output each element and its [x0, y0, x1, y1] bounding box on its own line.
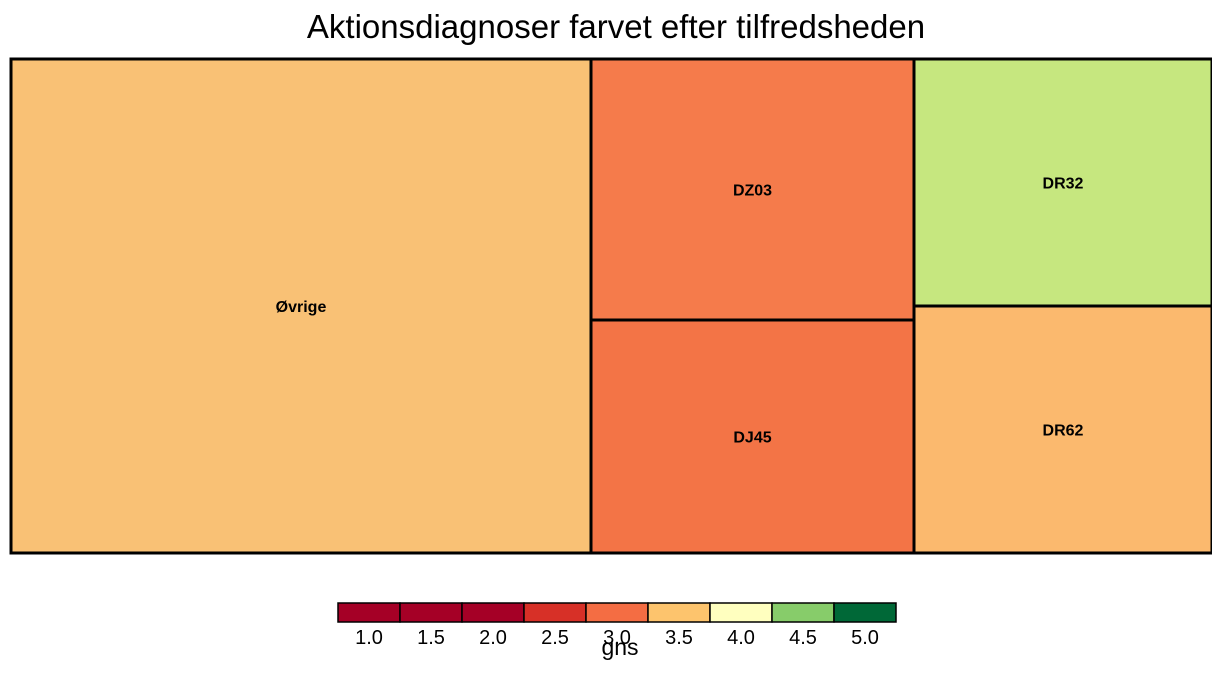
legend-swatch — [709, 602, 773, 623]
legend-swatch — [833, 602, 897, 623]
legend-swatch — [647, 602, 711, 623]
legend-swatch — [337, 602, 401, 623]
tile-dz03 — [589, 57, 916, 322]
legend-tick-label: 3.0 — [603, 627, 631, 649]
legend-tick-label: 4.5 — [789, 627, 817, 649]
legend-swatch — [523, 602, 587, 623]
legend-tick-label: 2.5 — [541, 627, 569, 649]
legend-tick-label: 5.0 — [851, 627, 879, 649]
legend-swatch — [461, 602, 525, 623]
tile-label-dz03: DZ03 — [733, 183, 772, 200]
legend-swatch — [399, 602, 463, 623]
legend-swatch — [585, 602, 649, 623]
color-legend: 1.0 1.5 2.0 2.5 3.0 3.5 4.0 4.5 5.0 — [337, 602, 897, 649]
legend-title: gns — [601, 634, 639, 660]
legend-tick-label: 4.0 — [727, 627, 755, 649]
legend-tick-label: 3.5 — [665, 627, 693, 649]
tile-label-dr32: DR32 — [1043, 176, 1084, 193]
legend-tick-label: 2.0 — [479, 627, 507, 649]
legend-tick-label: 1.5 — [417, 627, 445, 649]
tile-label-dj45: DJ45 — [733, 430, 771, 447]
tile-dj45 — [589, 318, 916, 555]
tile-dr32 — [912, 57, 1212, 308]
chart-title: Aktionsdiagnoser farvet efter tilfredshe… — [306, 8, 926, 45]
tile-label-dr62: DR62 — [1043, 423, 1084, 440]
tile-label-vrige: Øvrige — [276, 299, 327, 316]
tile-vrige — [9, 57, 593, 555]
treemap-tiles: Øvrige DZ03 DJ45 DR32 DR62 — [9, 57, 1212, 555]
tile-dr62 — [912, 304, 1212, 555]
legend-tick-label: 1.0 — [355, 627, 383, 649]
legend-swatch — [771, 602, 835, 623]
